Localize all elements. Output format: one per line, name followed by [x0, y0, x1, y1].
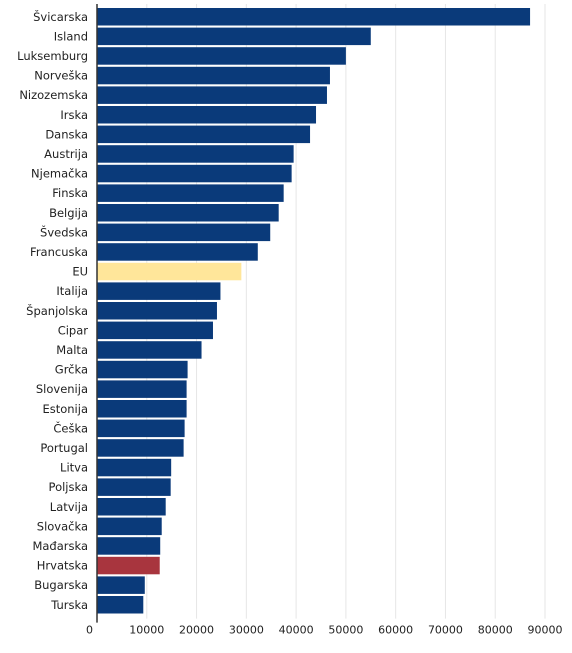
bar — [97, 439, 184, 457]
category-label: Hrvatska — [37, 559, 88, 573]
bar — [97, 458, 172, 477]
category-label: Portugal — [40, 441, 88, 455]
category-label: Italija — [56, 284, 88, 298]
bar — [97, 576, 145, 594]
bar — [97, 478, 171, 496]
bar — [97, 204, 279, 222]
bar — [97, 400, 187, 418]
bar — [97, 262, 242, 281]
x-tick-label: 90000 — [528, 624, 563, 637]
bar — [97, 498, 166, 516]
x-tick-label: 80000 — [478, 624, 513, 637]
category-label: Slovenija — [36, 382, 88, 396]
bar — [97, 517, 162, 536]
category-label: Poljska — [49, 480, 88, 494]
x-tick-label: 50000 — [328, 624, 363, 637]
bar — [97, 596, 144, 614]
category-label: Belgija — [49, 206, 88, 220]
x-tick-label: 60000 — [378, 624, 413, 637]
bar — [97, 321, 213, 340]
bar — [97, 184, 284, 202]
bar — [97, 66, 330, 85]
bar — [97, 302, 217, 320]
bar — [97, 243, 258, 261]
category-label: Latvija — [50, 500, 88, 514]
category-label: Norveška — [34, 69, 88, 83]
bar — [97, 27, 371, 46]
bar — [97, 419, 185, 438]
category-label: Island — [54, 29, 88, 43]
bar — [97, 282, 221, 300]
bar — [97, 360, 188, 379]
bar — [97, 341, 202, 359]
category-label: Luksemburg — [17, 49, 88, 63]
bar — [97, 556, 160, 575]
category-label: Češka — [53, 420, 88, 435]
category-label: Malta — [56, 343, 88, 357]
bar — [97, 223, 271, 242]
category-label: Švedska — [40, 224, 88, 239]
category-label: Francuska — [30, 245, 88, 259]
category-label: Mađarska — [32, 539, 88, 553]
category-label: Grčka — [55, 363, 88, 377]
bar — [97, 106, 317, 124]
bar — [97, 8, 531, 26]
bar — [97, 47, 346, 65]
category-label: Austrija — [44, 147, 88, 161]
category-label: Turska — [50, 598, 88, 612]
bar — [97, 537, 161, 555]
x-axis-ticks: 0 10000 20000 30000 40000 50000 60000 70000 8000… — [86, 624, 563, 637]
category-label: Estonija — [42, 402, 88, 416]
x-tick-label: 0 — [86, 624, 93, 637]
bar — [97, 145, 294, 163]
category-label: Njemačka — [31, 167, 88, 181]
category-label: Litva — [60, 461, 88, 475]
category-label: Irska — [60, 108, 88, 122]
x-tick-label: 20000 — [179, 624, 214, 637]
bar — [97, 380, 187, 398]
category-label: Slovačka — [37, 519, 88, 533]
category-label: Danska — [45, 127, 88, 141]
category-label: Nizozemska — [19, 88, 88, 102]
x-tick-label: 10000 — [129, 624, 164, 637]
x-tick-label: 40000 — [279, 624, 314, 637]
category-label: Španjolska — [26, 303, 88, 318]
category-label: Finska — [52, 186, 88, 200]
bar — [97, 125, 311, 144]
category-label: Cipar — [58, 323, 89, 337]
bar — [97, 86, 327, 104]
x-tick-label: 70000 — [428, 624, 463, 637]
bars — [97, 8, 531, 614]
category-label: Švicarska — [33, 9, 88, 24]
category-label: Bugarska — [34, 578, 88, 592]
category-label: EU — [72, 265, 88, 279]
category-labels: Švicarska Island Luksemburg Norveška Nizozem… — [17, 9, 88, 612]
x-tick-label: 30000 — [229, 624, 264, 637]
bar — [97, 164, 292, 183]
